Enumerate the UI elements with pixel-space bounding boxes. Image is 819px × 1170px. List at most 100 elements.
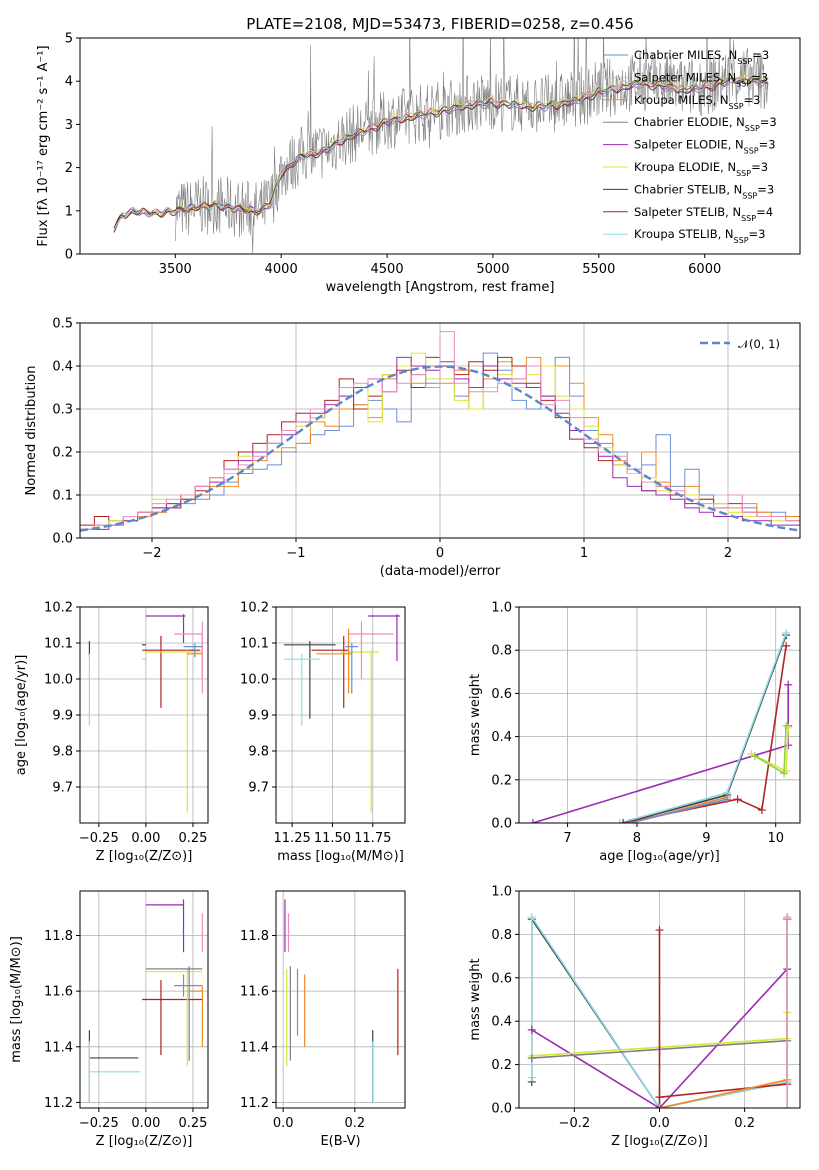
plot-area-6 bbox=[276, 891, 405, 1108]
y-tick-label: 0.2 bbox=[52, 446, 73, 461]
x-axis-label: wavelength [Angstrom, rest frame] bbox=[326, 280, 555, 295]
y-tick-label: 0.6 bbox=[491, 971, 512, 986]
plus-marker bbox=[615, 819, 624, 823]
weight-series bbox=[622, 645, 787, 823]
plus-marker bbox=[655, 1093, 664, 1102]
x-tick-label: 6000 bbox=[688, 262, 721, 277]
x-axis-label: Z [log₁₀(Z/Z⊙)] bbox=[96, 849, 193, 864]
y-tick-label: 9.7 bbox=[248, 781, 269, 796]
weight-series bbox=[659, 919, 788, 1108]
legend-entry: Kroupa STELIB, NSSP=3 bbox=[634, 227, 765, 245]
x-tick-label: 2 bbox=[724, 546, 732, 561]
plus-marker bbox=[782, 641, 791, 650]
x-tick-label: 0.00 bbox=[131, 1116, 160, 1131]
legend-subscript: SSP bbox=[741, 213, 756, 222]
plus-marker bbox=[750, 752, 759, 761]
x-tick-label: −0.25 bbox=[79, 1116, 119, 1131]
y-tick-label: 11.4 bbox=[44, 1040, 73, 1055]
y-tick-label: 10.2 bbox=[44, 601, 73, 616]
x-tick-label: 0 bbox=[436, 546, 444, 561]
plus-marker bbox=[733, 795, 742, 804]
plot-area-3 bbox=[276, 607, 405, 823]
y-tick-label: 11.4 bbox=[240, 1040, 269, 1055]
y-axis-label: Flux [fλ 10⁻¹⁷ erg cm⁻² s⁻¹ A⁻¹] bbox=[36, 45, 51, 246]
observed-spectrum bbox=[175, 38, 769, 254]
plus-marker bbox=[528, 819, 537, 823]
weight-series bbox=[622, 634, 787, 823]
plus-marker bbox=[626, 819, 635, 823]
x-axis-label: Z [log₁₀(Z/Z⊙)] bbox=[611, 1134, 708, 1149]
x-tick-label: 3500 bbox=[159, 262, 192, 277]
plus-marker bbox=[527, 1054, 536, 1063]
plus-marker bbox=[655, 1104, 664, 1108]
y-tick-label: 10.0 bbox=[240, 673, 269, 688]
axes-frame bbox=[79, 606, 209, 824]
y-axis-label: mass weight bbox=[468, 958, 483, 1040]
x-tick-label: −0.2 bbox=[559, 1116, 591, 1131]
plus-marker bbox=[527, 1025, 536, 1034]
axes-frame bbox=[518, 890, 801, 1109]
legend-suffix: =3 bbox=[751, 70, 768, 84]
legend-suffix: =3 bbox=[751, 160, 768, 174]
x-tick-label: 0.0 bbox=[273, 1116, 294, 1131]
y-axis-label: mass weight bbox=[468, 674, 483, 756]
plus-marker bbox=[723, 795, 732, 804]
y-tick-label: 0.4 bbox=[491, 1015, 512, 1030]
x-tick-label: 0.25 bbox=[178, 831, 207, 846]
x-tick-label: 4500 bbox=[371, 262, 404, 277]
plot-area-5 bbox=[80, 891, 208, 1108]
y-tick-label: 0.4 bbox=[491, 730, 512, 745]
plus-marker bbox=[655, 926, 664, 935]
x-axis-label: E(B-V) bbox=[320, 1134, 360, 1149]
y-axis-label: mass [log₁₀(M/M⊙)] bbox=[9, 936, 24, 1063]
axes-frame bbox=[275, 890, 406, 1109]
legend-suffix: =3 bbox=[760, 115, 777, 129]
y-tick-label: 9.7 bbox=[52, 781, 73, 796]
legend-entry: Salpeter ELODIE, NSSP=3 bbox=[634, 138, 776, 156]
axes-frame bbox=[79, 890, 209, 1109]
axes-frame bbox=[79, 322, 801, 539]
y-tick-label: 11.8 bbox=[240, 929, 269, 944]
y-axis-label: Normed distribution bbox=[24, 366, 39, 496]
legend-subscript: SSP bbox=[744, 146, 759, 155]
x-tick-label: 0.2 bbox=[344, 1116, 365, 1131]
legend-entry: Chabrier MILES, NSSP=3 bbox=[634, 48, 769, 66]
y-tick-label: 5 bbox=[65, 32, 73, 47]
weight-series bbox=[658, 930, 788, 1108]
legend-suffix: =3 bbox=[757, 182, 774, 196]
y-tick-label: 11.2 bbox=[240, 1096, 269, 1111]
x-axis-label: age [log₁₀(age/yr)] bbox=[599, 849, 720, 864]
model-spectrum bbox=[113, 77, 769, 229]
histogram-series bbox=[80, 331, 800, 530]
x-axis-label: (data-model)/error bbox=[380, 564, 501, 579]
legend-entry: Chabrier ELODIE, NSSP=3 bbox=[634, 115, 777, 133]
legend-entry: 𝒩(0, 1) bbox=[738, 337, 780, 351]
y-tick-label: 0.0 bbox=[491, 1102, 512, 1117]
y-tick-label: 0.0 bbox=[52, 532, 73, 547]
legend-suffix: =3 bbox=[759, 138, 776, 152]
y-tick-label: 10.1 bbox=[240, 637, 269, 652]
y-tick-label: 0.0 bbox=[491, 817, 512, 832]
plot-area-2 bbox=[80, 607, 208, 823]
x-tick-label: 0.25 bbox=[178, 1116, 207, 1131]
y-tick-label: 1 bbox=[65, 204, 73, 219]
y-tick-label: 0.1 bbox=[52, 489, 73, 504]
legend-suffix: =3 bbox=[752, 48, 769, 62]
figure-title: PLATE=2108, MJD=53473, FIBERID=0258, z=0… bbox=[246, 15, 633, 33]
x-tick-label: −2 bbox=[142, 546, 161, 561]
x-tick-label: 8 bbox=[633, 831, 641, 846]
y-tick-label: 10.0 bbox=[44, 673, 73, 688]
plus-marker bbox=[782, 628, 791, 637]
x-tick-label: 5000 bbox=[476, 262, 509, 277]
plot-area-4 bbox=[519, 607, 800, 823]
y-tick-label: 11.8 bbox=[44, 929, 73, 944]
x-tick-label: 0.0 bbox=[649, 1116, 670, 1131]
x-tick-label: 7 bbox=[563, 831, 571, 846]
y-tick-label: 0.6 bbox=[491, 687, 512, 702]
legend-entry: Salpeter STELIB, NSSP=4 bbox=[634, 205, 773, 223]
x-tick-label: 1 bbox=[580, 546, 588, 561]
y-tick-label: 2 bbox=[65, 161, 73, 176]
legend-subscript: SSP bbox=[737, 57, 752, 66]
plus-marker bbox=[527, 913, 536, 922]
